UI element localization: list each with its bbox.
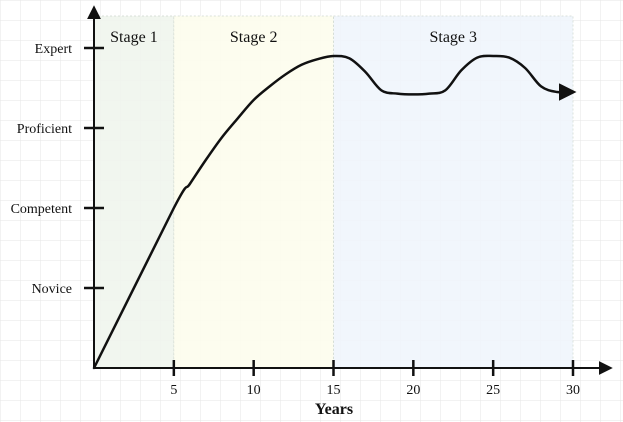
- y-tick-label-competent: Competent: [11, 202, 73, 217]
- x-tick-label-15: 15: [327, 383, 341, 398]
- stage-label-3: Stage 3: [429, 29, 477, 46]
- series-line-1: [92, 54, 577, 370]
- x-tick-label-25: 25: [486, 383, 500, 398]
- x-tick-label-5: 5: [170, 383, 177, 398]
- stage-band-1: [93, 15, 175, 369]
- stage-label-1: Stage 1: [110, 29, 158, 46]
- ticks: 5 10 15 20 25 30 Novice Competent Proficient Expe…: [11, 42, 580, 398]
- y-tick-label-novice: Novice: [32, 282, 72, 297]
- axes: [87, 5, 613, 375]
- stage-bands: Stage 1 Stage 2 Stage 3: [93, 15, 574, 369]
- y-tick-label-proficient: Proficient: [17, 122, 72, 137]
- stage-label-2: Stage 2: [230, 29, 278, 46]
- x-tick-label-10: 10: [247, 383, 261, 398]
- y-tick-label-expert: Expert: [35, 42, 72, 57]
- series: [92, 54, 577, 370]
- x-axis-title: Years: [315, 401, 353, 418]
- x-tick-label-30: 30: [566, 383, 580, 398]
- stage-band-2: [173, 15, 334, 369]
- stage-band-3: [333, 15, 574, 369]
- x-tick-label-20: 20: [406, 383, 420, 398]
